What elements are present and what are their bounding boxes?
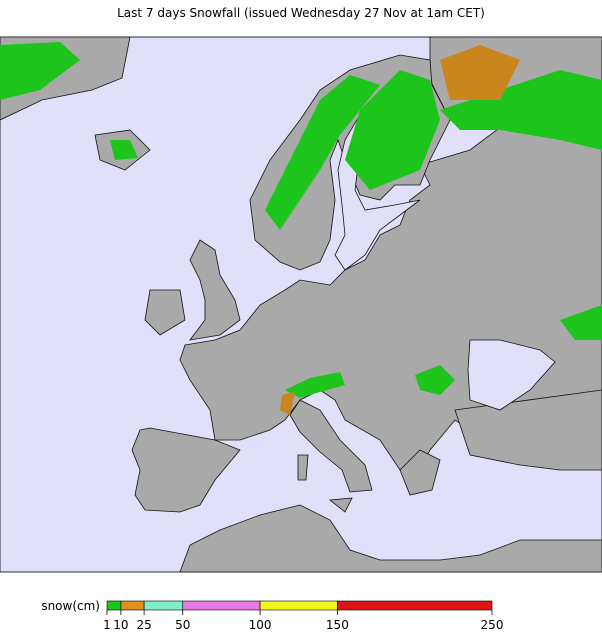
iberia <box>131 427 241 513</box>
legend-swatch <box>182 600 261 611</box>
legend-swatch <box>259 600 338 611</box>
legend-tick-label: 250 <box>481 618 504 632</box>
africa <box>179 504 602 573</box>
black-sea <box>467 339 556 411</box>
legend: 1 10 25 50 100 150 250 <box>103 600 504 632</box>
legend-tick-label: 150 <box>326 618 349 632</box>
legend-swatch <box>337 600 493 611</box>
snow-cover <box>0 42 602 415</box>
legend-swatch <box>106 600 122 611</box>
italy <box>289 399 373 493</box>
map-title: Last 7 days Snowfall (issued Wednesday 2… <box>117 6 485 20</box>
legend-tick-label: 1 <box>103 618 111 632</box>
legend-swatch <box>120 600 145 611</box>
sardinia <box>297 454 309 481</box>
ireland <box>144 289 186 336</box>
legend-tick-label: 50 <box>175 618 190 632</box>
greece <box>399 449 441 496</box>
legend-label: snow(cm) <box>41 599 100 613</box>
britain <box>189 239 241 341</box>
legend-tick-label: 25 <box>136 618 151 632</box>
map <box>0 36 602 573</box>
sicily <box>328 497 353 513</box>
legend-swatch <box>143 600 184 611</box>
legend-tick-label: 100 <box>249 618 272 632</box>
legend-tick-label: 10 <box>113 618 128 632</box>
anatolia <box>454 389 602 471</box>
